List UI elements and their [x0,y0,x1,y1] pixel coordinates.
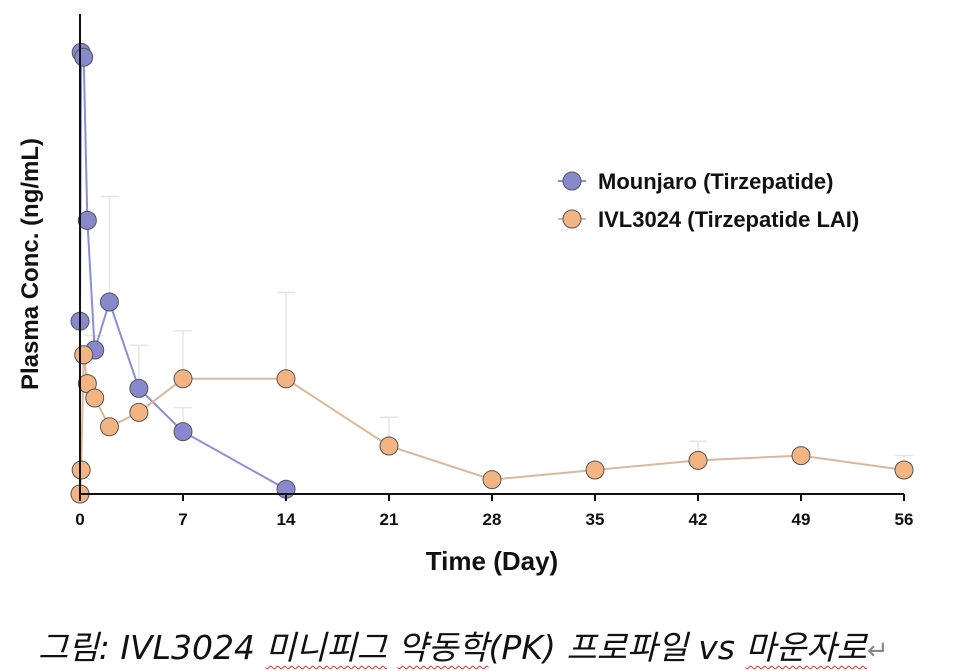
data-point-mounjaro [129,378,149,398]
x-tick-label: 0 [75,510,84,529]
data-point-ivl3024 [173,369,193,389]
data-point-mounjaro [99,292,119,312]
legend-item-ivl3024: IVL3024 (Tirzepatide LAI) [558,207,859,232]
data-point-ivl3024 [129,402,149,422]
data-point-mounjaro [74,47,94,67]
data-point-ivl3024 [74,345,94,365]
data-point-ivl3024 [71,460,91,480]
data-point-ivl3024 [99,417,119,437]
axes-layer [79,14,904,495]
y-axis-label: Plasma Conc. (ng/mL) [17,138,44,390]
legend: Mounjaro (Tirzepatide) IVL3024 (Tirzepat… [558,169,859,232]
legend-label-ivl3024: IVL3024 (Tirzepatide LAI) [598,207,859,232]
x-tick-label: 56 [895,510,914,529]
data-point-ivl3024 [791,446,811,466]
error-bars-layer [85,195,913,470]
x-tick-label: 49 [792,510,811,529]
x-tick-label: 42 [689,510,708,529]
caption-space [387,628,398,667]
x-tick-label: 28 [483,510,502,529]
data-point-ivl3024 [894,460,914,480]
figure-caption: 그림: IVL3024 미니피그 약동학(PK) 프로파일 vs 마운자로↵ [38,628,958,671]
legend-swatch-marker-mounjaro [562,171,582,191]
x-ticks-layer: 0 7 14 21 28 35 42 49 56 [75,494,913,529]
pk-chart: 0 7 14 21 28 35 42 49 56 Time (Day) Plasma Conc.… [17,14,914,576]
x-tick-label: 14 [277,510,296,529]
paragraph-return-icon: ↵ [866,636,889,666]
data-point-mounjaro [77,210,97,230]
caption-prefix: 그림: IVL3024 [38,628,266,667]
data-point-ivl3024 [688,450,708,470]
x-axis-label: Time (Day) [426,546,558,576]
x-tick-label: 21 [380,510,399,529]
data-point-ivl3024 [482,470,502,490]
x-tick-label: 7 [178,510,187,529]
data-points-layer [70,42,914,504]
data-point-ivl3024 [585,460,605,480]
caption-word-pk: 약동학 [397,628,489,667]
caption-middle: (PK) 프로파일 vs [488,628,746,667]
legend-label-mounjaro: Mounjaro (Tirzepatide) [598,169,834,194]
data-point-mounjaro [173,422,193,442]
data-point-ivl3024 [276,369,296,389]
x-tick-label: 35 [586,510,605,529]
data-point-ivl3024 [379,436,399,456]
caption-word-minipig: 미니피그 [265,628,387,667]
data-point-ivl3024 [85,388,105,408]
caption-word-mounjaro: 마운자로 [745,628,867,667]
series-lines-layer [79,51,905,495]
legend-swatch-marker-ivl3024 [562,209,582,229]
legend-item-mounjaro: Mounjaro (Tirzepatide) [558,169,834,194]
